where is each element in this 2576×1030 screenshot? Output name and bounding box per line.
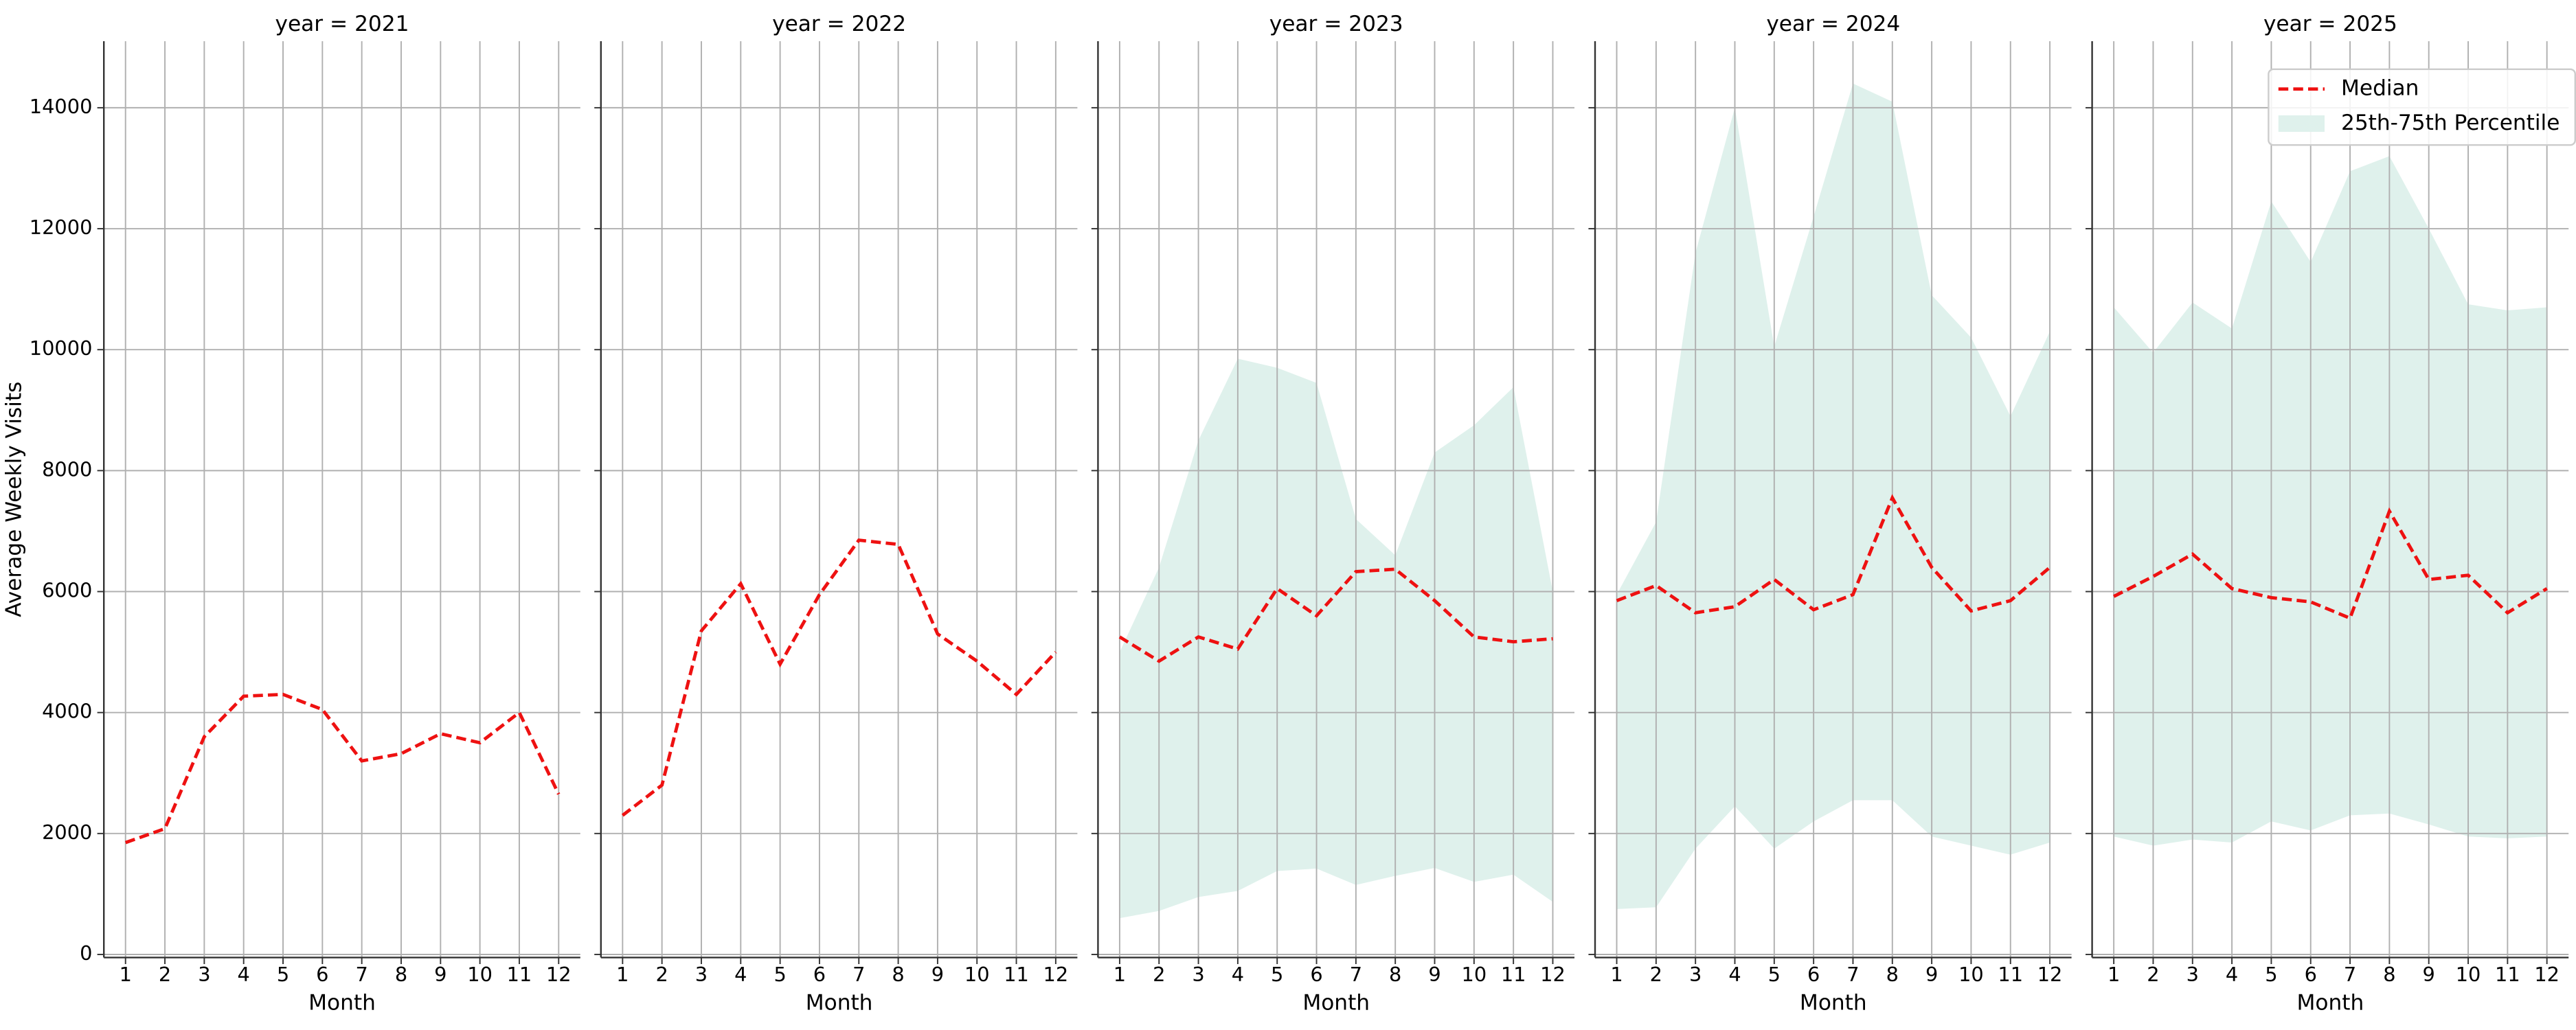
x-tick-label: 1: [2108, 963, 2120, 986]
x-tick-label: 8: [1389, 963, 1401, 986]
x-tick-label: 12: [546, 963, 572, 986]
x-tick-label: 8: [395, 963, 407, 986]
x-tick-label: 1: [616, 963, 629, 986]
x-tick-label: 6: [316, 963, 328, 986]
x-tick-label: 3: [1192, 963, 1204, 986]
x-tick-label: 9: [2423, 963, 2435, 986]
x-tick-label: 4: [1232, 963, 1244, 986]
x-tick-label: 6: [1310, 963, 1322, 986]
x-tick-label: 6: [2305, 963, 2317, 986]
x-tick-label: 7: [355, 963, 368, 986]
median-line: [124, 692, 561, 845]
panel-title: year = 2021: [275, 12, 409, 36]
x-tick-label: 10: [964, 963, 990, 986]
x-tick-label: 5: [1271, 963, 1283, 986]
percentile-band: [1119, 358, 1553, 919]
x-tick-label: 3: [2187, 963, 2199, 986]
x-tick-label: 2: [159, 963, 171, 986]
x-tick-label: 4: [238, 963, 250, 986]
x-axis-label: Month: [1800, 991, 1867, 1016]
x-tick-label: 7: [852, 963, 865, 986]
x-tick-label: 8: [892, 963, 904, 986]
y-tick-label: 2000: [42, 821, 92, 844]
x-tick-label: 6: [813, 963, 826, 986]
y-tick-label: 8000: [42, 457, 92, 481]
legend-label: Median: [2341, 76, 2419, 101]
x-tick-label: 11: [507, 963, 532, 986]
x-tick-label: 4: [1728, 963, 1741, 986]
panel-title: year = 2025: [2263, 12, 2397, 36]
x-tick-label: 9: [434, 963, 447, 986]
y-tick-label: 6000: [42, 579, 92, 602]
x-tick-label: 9: [1428, 963, 1440, 986]
percentile-band: [2114, 156, 2547, 846]
x-tick-label: 8: [2383, 963, 2395, 986]
x-tick-label: 7: [1846, 963, 1859, 986]
x-tick-label: 1: [1610, 963, 1623, 986]
legend-box: [2268, 68, 2576, 146]
x-tick-label: 1: [1114, 963, 1126, 986]
x-tick-label: 2: [2147, 963, 2159, 986]
median-line: [621, 538, 1057, 817]
x-tick-label: 5: [1768, 963, 1781, 986]
y-tick-label: 10000: [30, 336, 93, 360]
x-tick-label: 5: [773, 963, 786, 986]
x-axis-label: Month: [308, 991, 376, 1016]
x-tick-label: 1: [120, 963, 132, 986]
x-tick-label: 12: [2037, 963, 2063, 986]
x-tick-label: 10: [1958, 963, 1984, 986]
x-tick-label: 3: [695, 963, 708, 986]
panel-title: year = 2024: [1766, 12, 1900, 36]
x-tick-label: 6: [1807, 963, 1820, 986]
x-tick-label: 7: [1350, 963, 1362, 986]
x-tick-label: 3: [198, 963, 210, 986]
legend-swatch: [2278, 115, 2325, 132]
x-tick-label: 11: [2495, 963, 2520, 986]
y-tick-label: 0: [80, 941, 92, 965]
x-axis-label: Month: [1302, 991, 1370, 1016]
panel-title: year = 2022: [772, 12, 906, 36]
x-tick-label: 5: [277, 963, 289, 986]
y-tick-label: 14000: [30, 95, 93, 118]
x-tick-label: 10: [2456, 963, 2481, 986]
x-tick-label: 10: [467, 963, 493, 986]
y-axis-label: Average Weekly Visits: [2, 382, 27, 617]
x-tick-label: 3: [1689, 963, 1702, 986]
x-tick-label: 2: [655, 963, 668, 986]
x-tick-label: 10: [1462, 963, 1487, 986]
median-line: [1616, 494, 2051, 615]
x-tick-label: 4: [2226, 963, 2238, 986]
x-tick-label: 5: [2265, 963, 2277, 986]
y-tick-label: 4000: [42, 700, 92, 723]
x-tick-label: 11: [1501, 963, 1526, 986]
legend-label: 25th-75th Percentile: [2341, 111, 2560, 135]
x-tick-label: 2: [1650, 963, 1662, 986]
x-axis-label: Month: [2297, 991, 2364, 1016]
panel-title: year = 2023: [1269, 12, 1403, 36]
x-tick-label: 9: [1925, 963, 1938, 986]
x-axis-label: Month: [806, 991, 873, 1016]
x-tick-label: 8: [1886, 963, 1899, 986]
x-tick-label: 12: [1540, 963, 1566, 986]
median-line: [2113, 507, 2548, 621]
x-tick-label: 2: [1153, 963, 1165, 986]
percentile-band: [1616, 83, 2050, 909]
x-tick-label: 11: [1004, 963, 1029, 986]
x-tick-label: 12: [1043, 963, 1069, 986]
x-tick-label: 7: [2344, 963, 2356, 986]
x-tick-label: 11: [1998, 963, 2023, 986]
x-tick-label: 12: [2534, 963, 2560, 986]
x-tick-label: 9: [931, 963, 944, 986]
x-tick-label: 4: [734, 963, 747, 986]
y-tick-label: 12000: [30, 216, 93, 239]
median-line: [1118, 567, 1553, 663]
